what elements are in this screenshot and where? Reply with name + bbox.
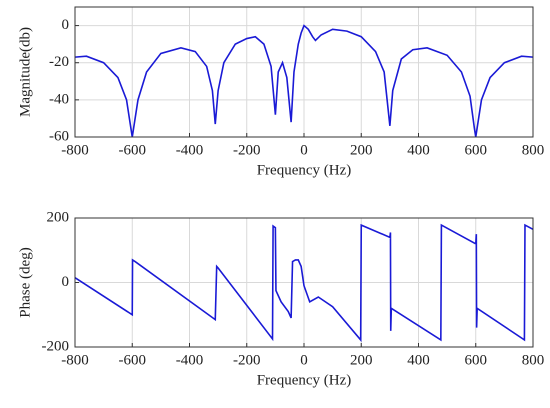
y-tick-label: -40 [49,91,69,107]
data-line [74,24,534,138]
y-tick-label: 0 [62,274,70,290]
y-tick-label: -20 [49,54,69,70]
x-tick-label: 600 [465,142,488,158]
x-tick-label: -800 [61,142,89,158]
x-tick-label: 800 [522,352,545,368]
axes-frame [74,217,534,348]
y-axis-label: Phase (deg) [17,247,33,317]
y-tick-label: -60 [49,128,69,144]
x-tick-label: -200 [233,142,261,158]
y-tick-label: 200 [47,209,70,225]
x-tick-label: 200 [350,142,373,158]
x-axis-label: Frequency (Hz) [257,162,352,178]
data-line [74,223,534,343]
y-axis-label: Magnitude(db) [17,27,33,117]
x-tick-label: 600 [465,352,488,368]
x-axis-label: Frequency (Hz) [257,372,352,388]
axes-frame [74,6,534,138]
x-tick-label: 400 [407,142,430,158]
x-tick-label: 200 [350,352,373,368]
x-tick-label: 400 [407,352,430,368]
y-tick-label: 0 [62,17,70,33]
x-tick-label: -600 [119,352,147,368]
x-tick-label: -800 [61,352,89,368]
x-tick-label: -400 [176,352,204,368]
x-tick-label: -200 [233,352,261,368]
x-tick-label: 0 [300,352,308,368]
x-tick-label: -400 [176,142,204,158]
x-tick-label: 800 [522,142,545,158]
y-tick-label: -200 [42,338,70,354]
x-tick-label: 0 [300,142,308,158]
x-tick-label: -600 [119,142,147,158]
